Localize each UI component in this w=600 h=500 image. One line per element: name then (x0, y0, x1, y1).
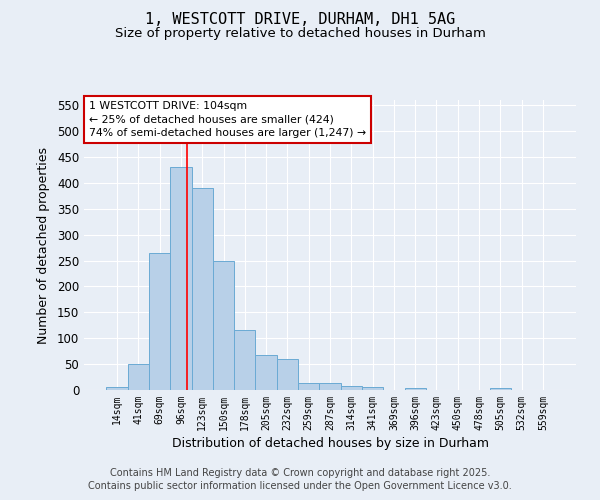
Text: Size of property relative to detached houses in Durham: Size of property relative to detached ho… (115, 28, 485, 40)
Bar (256, 355, 277, 390)
Bar (319, 384, 341, 390)
Bar (191, 188, 213, 390)
Bar (170, 168, 191, 390)
Bar (277, 359, 298, 390)
Bar (298, 384, 319, 390)
Bar (234, 330, 256, 390)
Bar (404, 388, 426, 390)
Bar (362, 388, 383, 390)
X-axis label: Distribution of detached houses by size in Durham: Distribution of detached houses by size … (172, 437, 488, 450)
Y-axis label: Number of detached properties: Number of detached properties (37, 146, 50, 344)
Bar (341, 386, 362, 390)
Bar (149, 253, 170, 390)
Text: Contains HM Land Registry data © Crown copyright and database right 2025.: Contains HM Land Registry data © Crown c… (110, 468, 490, 477)
Bar (490, 388, 511, 390)
Bar (128, 364, 149, 390)
Text: 1 WESTCOTT DRIVE: 104sqm
← 25% of detached houses are smaller (424)
74% of semi-: 1 WESTCOTT DRIVE: 104sqm ← 25% of detach… (89, 102, 366, 138)
Bar (213, 260, 234, 390)
Text: 1, WESTCOTT DRIVE, DURHAM, DH1 5AG: 1, WESTCOTT DRIVE, DURHAM, DH1 5AG (145, 12, 455, 28)
Bar (106, 388, 128, 390)
Text: Contains public sector information licensed under the Open Government Licence v3: Contains public sector information licen… (88, 481, 512, 491)
